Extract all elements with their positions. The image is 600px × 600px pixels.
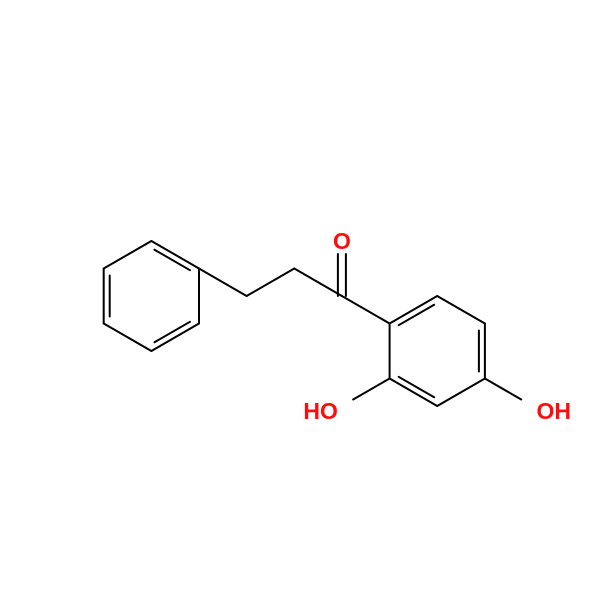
- atom-label-o17: OH: [537, 398, 572, 424]
- bonds-layer: [104, 241, 522, 406]
- atom-label-o10: O: [333, 228, 351, 254]
- atom-label-o18: HO: [303, 398, 338, 424]
- molecule-diagram: O OH HO: [0, 0, 600, 600]
- atom-labels-layer: O OH HO: [303, 228, 571, 424]
